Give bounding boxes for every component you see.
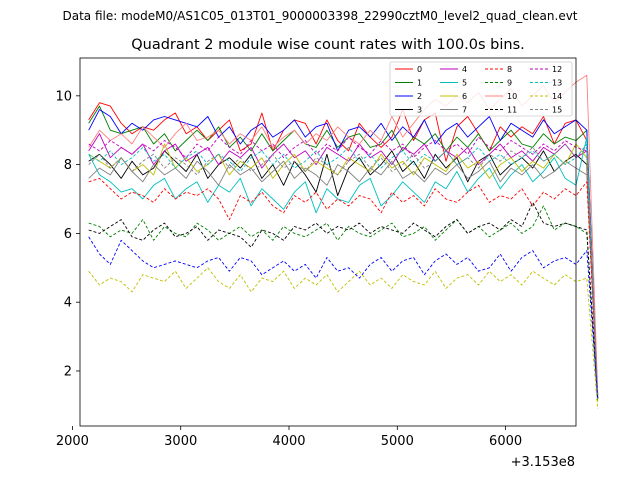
legend-label-4: 4 (462, 65, 467, 74)
series-line-11 (88, 201, 599, 399)
legend-label-3: 3 (417, 106, 422, 115)
legend-label-15: 15 (552, 106, 562, 115)
legend-label-5: 5 (462, 79, 467, 88)
legend-label-12: 12 (552, 65, 562, 74)
suptitle: Data file: modeM0/AS1C05_013T01_90000033… (62, 9, 577, 23)
legend-label-9: 9 (507, 79, 512, 88)
y-tick-label-1: 4 (64, 296, 72, 311)
legend-label-10: 10 (507, 92, 517, 101)
series-line-1 (88, 105, 599, 399)
legend-label-13: 13 (552, 79, 562, 88)
y-tick-label-2: 6 (64, 227, 72, 242)
series-line-4 (88, 133, 599, 399)
legend-label-14: 14 (552, 92, 562, 101)
series-line-2 (88, 109, 599, 399)
series-line-8 (88, 177, 599, 399)
series-line-12 (88, 136, 599, 399)
y-tick-label-4: 10 (55, 89, 72, 104)
y-tick-label-0: 2 (64, 364, 72, 379)
x-tick-label-0: 2000 (56, 434, 89, 449)
x-tick-label-1: 3000 (164, 434, 197, 449)
series-line-5 (88, 136, 599, 396)
x-offset-label: +3.153e8 (511, 455, 575, 470)
legend-label-1: 1 (417, 79, 422, 88)
x-axis: 2000 3000 4000 5000 6000 (56, 426, 522, 449)
chart-title: Quadrant 2 module wise count rates with … (131, 37, 525, 53)
series-line-unlabeled-16 (88, 236, 599, 399)
x-tick-label-4: 6000 (489, 434, 522, 449)
legend-label-7: 7 (462, 106, 467, 115)
legend-label-6: 6 (462, 92, 467, 101)
legend-label-0: 0 (417, 65, 422, 74)
legend-box (389, 61, 573, 117)
legend-label-2: 2 (417, 92, 422, 101)
series-line-6 (88, 143, 599, 402)
legend-label-8: 8 (507, 65, 512, 74)
series-line-14 (88, 267, 599, 409)
series-line-15 (88, 143, 599, 396)
legend-label-11: 11 (507, 106, 517, 115)
axes-frame (79, 57, 577, 427)
x-tick-label-3: 5000 (381, 434, 414, 449)
series-line-0 (88, 102, 599, 396)
x-tick-label-2: 4000 (272, 434, 305, 449)
y-tick-label-3: 8 (64, 158, 72, 173)
series-line-13 (88, 143, 599, 399)
y-axis: 2 4 6 8 10 (55, 89, 80, 379)
